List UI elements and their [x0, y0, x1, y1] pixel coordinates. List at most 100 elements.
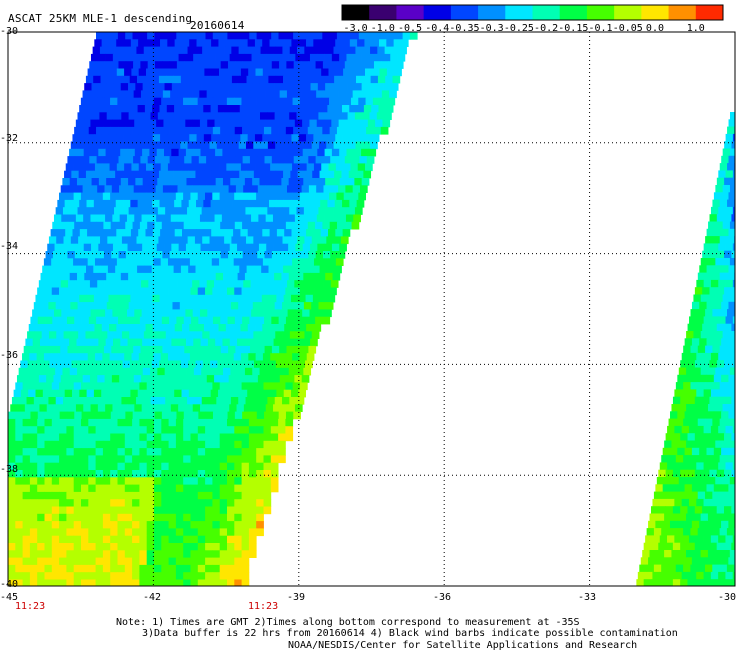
swath-cell — [44, 499, 53, 507]
swath-cell — [225, 134, 234, 142]
swath-cell — [80, 382, 89, 391]
swath-cell — [111, 251, 119, 259]
swath-cell — [190, 462, 199, 471]
swath-cell — [194, 236, 203, 245]
swath-cell — [281, 367, 290, 376]
swath-cell — [132, 287, 140, 296]
swath-cell — [90, 53, 99, 62]
swath-cell — [240, 68, 249, 77]
swath-cell — [154, 543, 162, 551]
swath-cell — [314, 287, 323, 296]
swath-cell — [729, 477, 735, 485]
swath-cell — [168, 382, 177, 391]
swath-cell — [176, 411, 185, 420]
swath-cell — [168, 353, 176, 361]
swath-cell — [255, 68, 264, 77]
swath-cell — [265, 309, 274, 318]
swath-cell — [205, 192, 213, 201]
swath-cell — [298, 199, 306, 208]
swath-cell — [117, 484, 126, 493]
swath-cell — [106, 178, 114, 186]
swath-cell — [713, 192, 722, 200]
swath-time-right: 11:23 — [248, 601, 279, 612]
swath-cell — [15, 564, 23, 573]
swath-cell — [372, 97, 381, 106]
swath-cell — [110, 287, 118, 296]
swath-cell — [271, 345, 280, 354]
swath-cell — [274, 302, 283, 310]
swath-cell — [642, 550, 650, 558]
swath-cell — [140, 156, 149, 164]
swath-cell — [251, 119, 259, 128]
swath-cell — [170, 309, 179, 318]
swath-cell — [283, 294, 292, 303]
swath-cell — [270, 258, 278, 266]
swath-cell — [158, 170, 167, 179]
swath-cell — [269, 294, 277, 303]
swath-cell — [175, 258, 183, 266]
swath-cell — [351, 126, 360, 135]
swath-cell — [227, 61, 236, 69]
swath-cell — [154, 484, 162, 493]
swath-cell — [114, 141, 123, 150]
swath-cell — [690, 455, 699, 463]
swath-cell — [305, 199, 314, 208]
swath-cell — [382, 53, 391, 62]
swath-cell — [128, 367, 136, 376]
swath-cell — [248, 455, 257, 464]
swath-cell — [205, 455, 213, 464]
swath-cell — [51, 382, 60, 391]
swath-cell — [277, 163, 286, 172]
swath-cell — [262, 229, 271, 237]
swath-cell — [269, 39, 278, 47]
swath-cell — [299, 382, 308, 391]
swath-cell — [142, 53, 150, 62]
swath-cell — [395, 32, 403, 40]
swath-cell — [352, 90, 361, 99]
swath-cell — [696, 316, 705, 325]
swath-cell — [365, 163, 373, 172]
swath-cell — [702, 506, 710, 514]
swath-cell — [297, 236, 305, 245]
swath-cell — [102, 506, 111, 515]
swath-cell — [135, 367, 144, 376]
swath-cell — [278, 126, 287, 135]
swath-cell — [217, 360, 226, 369]
swath-cell — [160, 39, 168, 47]
swath-cell — [308, 156, 317, 164]
swath-cell — [284, 353, 293, 361]
swath-cell — [161, 440, 169, 449]
swath-cell — [702, 579, 710, 586]
swath-cell — [183, 433, 191, 442]
swath-cell — [107, 360, 116, 369]
swath-cell — [86, 294, 95, 303]
swath-cell — [53, 375, 62, 383]
swath-cell — [294, 185, 302, 193]
swath-cell — [329, 287, 337, 296]
swath-cell — [252, 272, 260, 281]
swath-cell — [112, 404, 121, 412]
swath-cell — [214, 214, 223, 223]
swath-cell — [246, 75, 255, 84]
swath-cell — [284, 258, 293, 266]
swath-cell — [66, 418, 75, 427]
swath-cell — [216, 207, 224, 215]
swath-cell — [276, 39, 285, 47]
swath-cell — [304, 170, 313, 179]
swath-cell — [129, 236, 137, 245]
swath-cell — [142, 178, 151, 186]
swath-cell — [146, 163, 154, 172]
swath-cell — [168, 484, 177, 493]
swath-cell — [219, 426, 228, 434]
swath-cell — [258, 214, 267, 223]
swath-cell — [256, 528, 264, 537]
swath-cell — [124, 418, 133, 427]
swath-cell — [146, 521, 155, 529]
swath-cell — [134, 309, 143, 318]
swath-cell — [139, 448, 148, 456]
swath-cell — [206, 90, 215, 99]
swath-cell — [95, 491, 104, 500]
swath-cell — [261, 199, 270, 208]
swath-cell — [292, 163, 300, 172]
swath-cell — [677, 557, 685, 565]
